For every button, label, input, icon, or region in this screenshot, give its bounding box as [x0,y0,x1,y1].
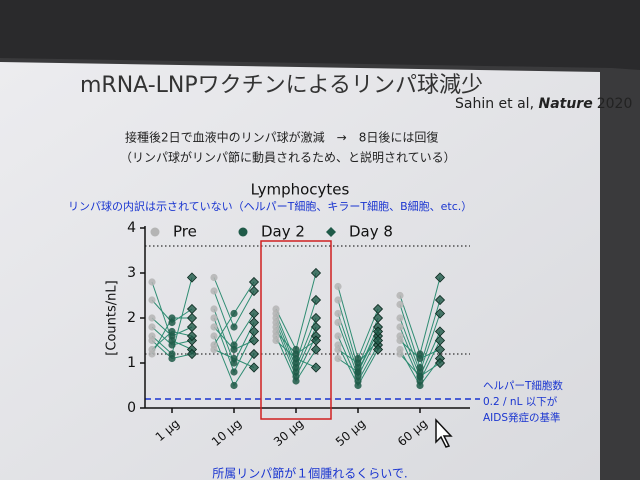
day2-point [292,377,300,385]
note: （リンパ球がリンパ節に動員されるため、と説明されている） [120,150,456,165]
slide-title: mRNA-LNPワクチンによるリンパ球減少 [80,73,483,98]
pre-point [148,323,156,331]
day8-point [310,294,322,306]
day2-point [230,381,238,390]
day8-point [372,344,384,355]
y-tick-label: 2 [127,310,136,326]
day8-point [434,308,446,319]
pre-point [210,314,218,322]
cursor [435,418,453,448]
citation: Sahin et al, Nature 2020 [455,96,632,112]
day8-point [434,294,446,306]
day8-point [186,272,198,283]
pre-point [148,278,156,286]
day2-point [416,354,424,363]
citation-year: 2020 [597,96,633,112]
pre-point [148,336,156,345]
y-tick-label: 1 [127,355,136,371]
pre-point [396,291,404,300]
pre-point [210,273,218,282]
day8-point [248,285,260,297]
day8-point [248,348,260,360]
pre-point [396,350,404,358]
day8-point [186,312,198,324]
pre-point [210,287,218,295]
pre-point [334,354,342,363]
annotation: 0.2 / nL 以下が [483,395,558,408]
day2-point [354,368,362,376]
day2-point [416,381,424,390]
pre-point [210,305,218,313]
day8-point [310,362,322,373]
annotation: ヘルパーT細胞数 [483,379,563,392]
citation-authors: Sahin et al, [455,96,538,112]
pre-point [334,309,342,318]
slide [0,62,600,480]
day2-point [168,327,176,336]
day2-point [354,359,362,367]
day2-point [230,354,238,363]
pre-point [334,282,342,291]
pre-point [334,296,342,304]
day2-point [168,341,176,349]
day2-point [230,323,238,331]
day8-point [434,272,446,283]
y-tick-label: 0 [127,400,136,416]
y-tick-label: 3 [127,265,136,281]
pre-point [334,332,342,340]
day8-point [248,335,260,346]
y-axis-label: [Counts/nL] [105,280,120,355]
footer: 所属リンパ節が１個腫れるくらいで. [212,466,407,481]
day2-point [416,372,424,381]
day8-point [310,267,322,279]
citation-journal: Nature [538,96,592,112]
day2-point [230,309,238,318]
annotation: AIDS発症の基準 [483,411,561,424]
day8-point [434,357,446,369]
pre-point [210,323,218,331]
pre-point [148,314,156,322]
pre-point [396,300,404,309]
pre-point [148,350,156,358]
pre-point [396,314,404,322]
pre-point [272,336,280,345]
pre-point [210,345,218,354]
pre-point [396,323,404,331]
pre-point [210,332,218,340]
pre-point [334,318,342,327]
legend-label: Pre [173,223,197,241]
day2-point [230,368,238,376]
pre-point [396,336,404,345]
legend-marker [150,227,160,237]
day8-point [372,335,384,346]
chart-title: Lymphocytes [251,181,350,199]
day2-point [292,354,300,363]
pre-point [334,345,342,354]
day2-point [168,314,176,322]
pre-point [148,296,156,304]
y-tick-label: 4 [127,220,136,236]
day8-point [248,362,260,373]
day8-point [372,326,384,337]
day8-point [186,348,198,360]
note: 接種後2日で血液中のリンパ球が激減 → 8日後には回復 [125,130,438,145]
day8-point [310,344,322,355]
legend-label: Day 8 [349,223,393,241]
day8-point [248,276,260,288]
legend-marker [326,227,336,237]
day2-point [354,381,362,390]
day2-point [230,345,238,354]
day2-point [168,354,176,363]
note-blue: リンパ球の内訳は示されていない（ヘルパーT細胞、キラーT細胞、B細胞、etc.） [68,199,472,213]
legend-marker [238,227,248,237]
day8-point [186,330,198,342]
highlight-box [260,240,332,420]
legend-label: Day 2 [261,223,305,241]
